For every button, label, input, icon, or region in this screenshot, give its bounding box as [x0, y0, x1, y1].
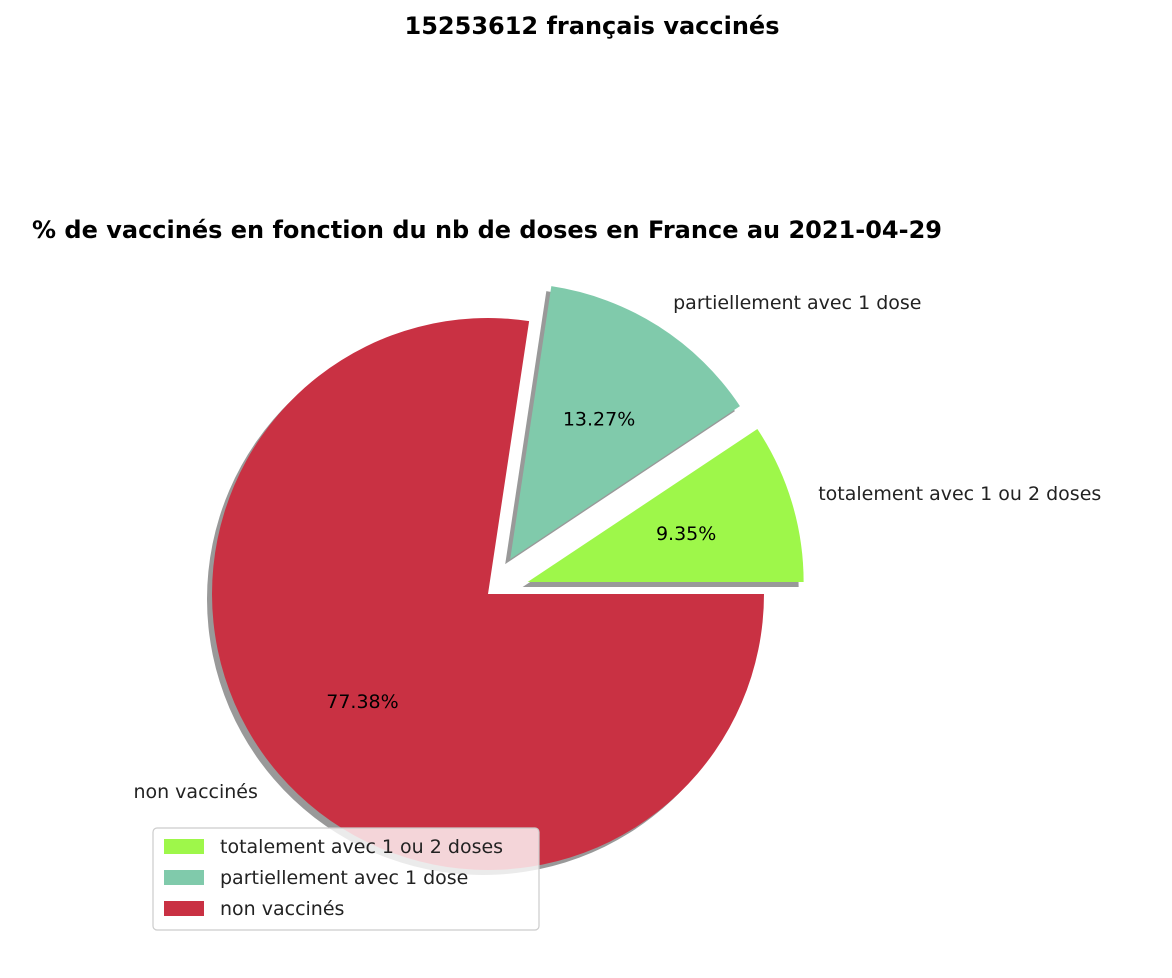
pct-label-non-vaccines: 77.38%	[326, 691, 398, 713]
figure-suptitle: 15253612 français vaccinés	[405, 12, 780, 40]
pie-labels: totalement avec 1 ou 2 doses 9.35% partiel…	[133, 292, 1101, 803]
pie-slice-totalement-avec-1-ou-2-doses	[527, 429, 804, 583]
pct-label-totalement-avec-1-ou-2-doses: 9.35%	[656, 523, 716, 545]
pie-slice-non-vaccines	[212, 318, 765, 871]
pie-slices	[212, 286, 804, 871]
legend-entries: totalement avec 1 ou 2 doses partiellemen…	[164, 836, 503, 920]
slice-label-non-vaccines: non vaccinés	[133, 781, 257, 803]
slice-label-totalement-avec-1-ou-2-doses: totalement avec 1 ou 2 doses	[818, 483, 1101, 505]
legend-frame	[152, 827, 540, 931]
legend-label-partiellement-avec-1-dose: partiellement avec 1 dose	[220, 867, 468, 889]
legend-label-non-vaccines: non vaccinés	[220, 898, 344, 920]
legend-swatch-totalement-avec-1-ou-2-doses	[164, 839, 204, 854]
pct-label-partiellement-avec-1-dose: 13.27%	[563, 408, 635, 430]
chart-title: % de vaccinés en fonction du nb de doses…	[32, 216, 942, 244]
slice-label-partiellement-avec-1-dose: partiellement avec 1 dose	[673, 292, 921, 314]
legend-swatch-partiellement-avec-1-dose	[164, 870, 204, 885]
pie-slice-partiellement-avec-1-dose	[510, 286, 740, 560]
legend: totalement avec 1 ou 2 doses partiellemen…	[152, 827, 540, 931]
legend-label-totalement-avec-1-ou-2-doses: totalement avec 1 ou 2 doses	[220, 836, 503, 858]
legend-swatch-non-vaccines	[164, 901, 204, 916]
